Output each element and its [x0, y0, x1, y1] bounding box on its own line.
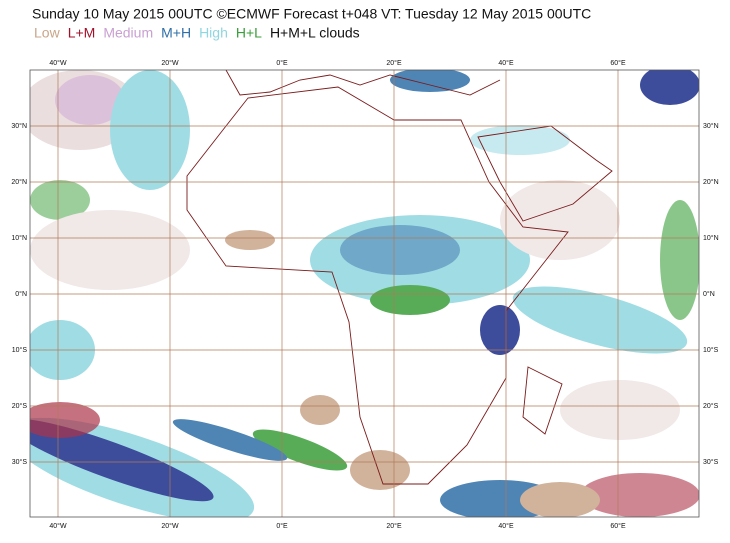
lon-label: 40°W — [49, 59, 67, 67]
lon-label: 40°E — [498, 522, 514, 530]
lat-label: 20°N — [11, 178, 27, 186]
legend-label: M+H — [161, 25, 191, 41]
lat-label: 20°S — [12, 402, 28, 410]
lat-label: 0°N — [703, 290, 715, 298]
lon-label: 20°W — [161, 522, 179, 530]
lon-label: 40°E — [498, 59, 514, 67]
legend-label: H+L — [236, 25, 262, 41]
map — [30, 70, 699, 517]
legend-label: Medium — [103, 25, 153, 41]
legend-label: Low — [34, 25, 61, 41]
lon-label: 0°E — [276, 59, 288, 67]
lat-label: 20°N — [703, 178, 719, 186]
lat-label: 30°S — [12, 458, 28, 466]
lon-label: 40°W — [49, 522, 67, 530]
graticule — [30, 70, 699, 517]
lat-label: 10°N — [11, 234, 27, 242]
lon-label: 20°E — [386, 522, 402, 530]
lon-label: 20°W — [161, 59, 179, 67]
lon-label: 60°E — [610, 522, 626, 530]
lat-label: 30°S — [703, 458, 719, 466]
lon-label: 20°E — [386, 59, 402, 67]
lon-label: 0°E — [276, 522, 288, 530]
lat-label: 0°N — [15, 290, 27, 298]
legend-label: L+M — [68, 25, 96, 41]
lat-label: 30°N — [11, 122, 27, 130]
legend-label: H+M+L clouds — [270, 25, 360, 41]
legend-label: High — [199, 25, 228, 41]
clouds — [30, 70, 699, 517]
legend: Low L+M Medium M+H High H+L H+M+L clouds — [34, 25, 360, 41]
lat-label: 10°S — [703, 346, 719, 354]
title: Sunday 10 May 2015 00UTC ©ECMWF Forecast… — [32, 6, 591, 22]
lat-label: 30°N — [703, 122, 719, 130]
lon-label: 60°E — [610, 59, 626, 67]
lat-label: 20°S — [703, 402, 719, 410]
lat-label: 10°S — [12, 346, 28, 354]
lat-label: 10°N — [703, 234, 719, 242]
